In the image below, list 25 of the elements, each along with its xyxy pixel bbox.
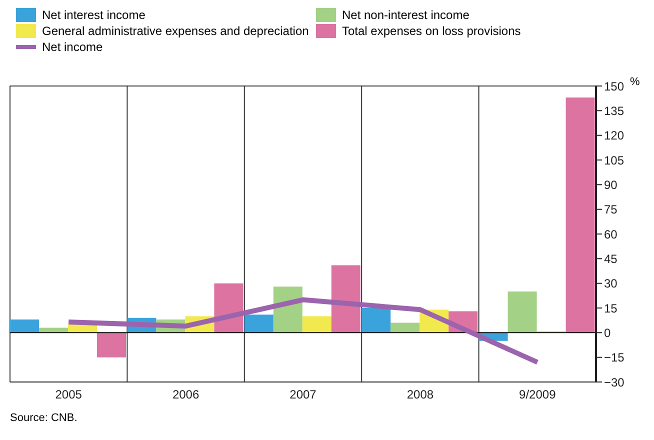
x-tick-label: 9/2009 (519, 388, 556, 402)
y-tick-label: 30 (604, 276, 618, 291)
source-note: Source: CNB. (10, 412, 78, 424)
legend-label: Total expenses on loss provisions (342, 24, 521, 38)
y-tick-label: 105 (604, 153, 624, 168)
y-tick-label: 0 (604, 326, 611, 340)
y-tick-label: 150 (604, 79, 624, 94)
x-tick-label: 2007 (290, 388, 317, 402)
y-tick-label: −15 (604, 350, 625, 365)
x-tick-label: 2008 (406, 388, 434, 402)
x-tick-label: 2006 (172, 388, 200, 402)
legend-label: General administrative expenses and depreciation (42, 24, 309, 38)
y-tick-label: 60 (604, 227, 618, 242)
y-tick-label: −30 (604, 375, 625, 390)
y-tick-label: 120 (604, 128, 624, 143)
legend-label: Net income (42, 40, 103, 54)
legend-label: Net interest income (42, 8, 146, 22)
legend-label: Net non-interest income (342, 8, 470, 22)
y-axis-title: % (630, 76, 640, 88)
y-tick-label: 15 (604, 301, 618, 316)
y-tick-label: 90 (604, 178, 618, 192)
y-tick-label: 45 (604, 252, 618, 266)
y-tick-label: 135 (604, 104, 624, 118)
y-tick-label: 75 (604, 202, 618, 217)
x-tick-label: 2005 (55, 388, 82, 402)
